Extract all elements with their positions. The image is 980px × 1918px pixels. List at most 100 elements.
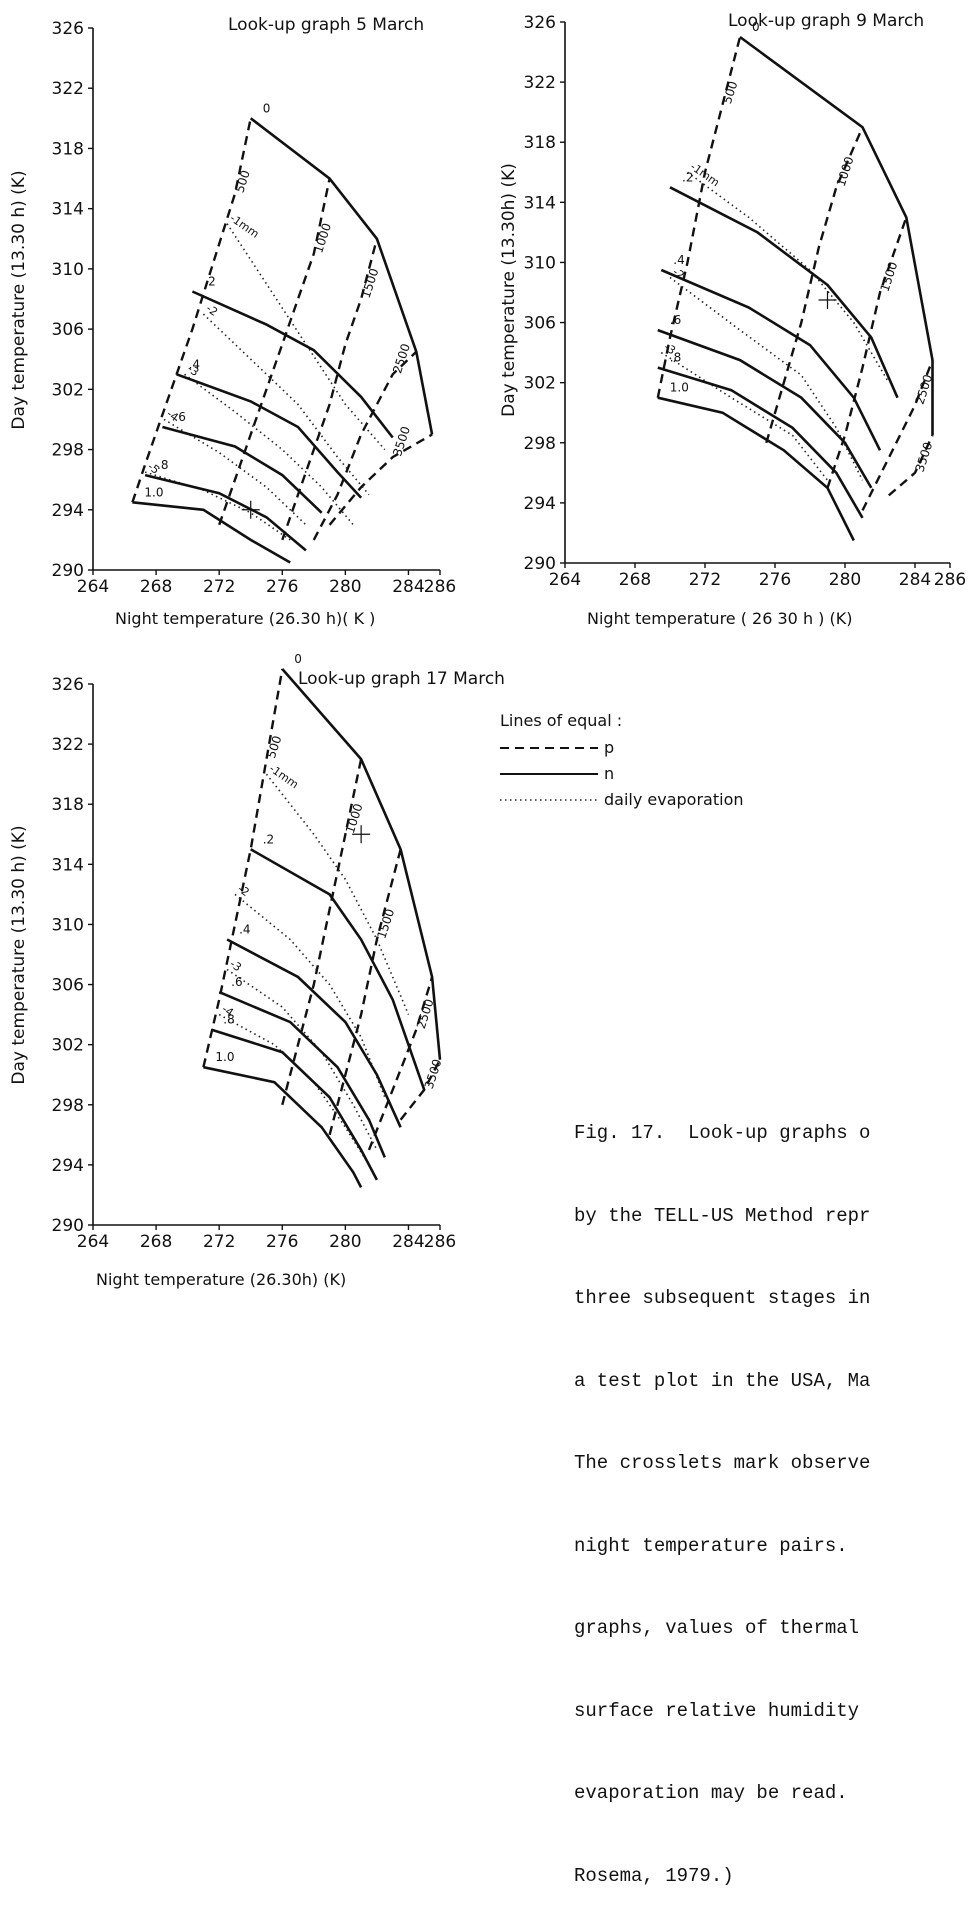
p-line xyxy=(281,758,363,1106)
y-tick-label: 322 xyxy=(52,79,84,99)
n-line-label: .8 xyxy=(157,458,168,472)
y-tick-label: 314 xyxy=(52,855,84,875)
y-tick-label: 290 xyxy=(52,561,84,581)
evaporation-line xyxy=(687,171,890,384)
legend-label: n xyxy=(604,764,614,783)
lookup-graph-3: 264 268 272 276 280 284 286 290 294 298 302 306 310 3… xyxy=(9,652,505,1289)
p-line-label: 2500 xyxy=(390,342,413,375)
n-line-label: .6 xyxy=(174,410,185,424)
y-tick-label: 314 xyxy=(52,200,84,220)
p-line xyxy=(218,178,331,526)
p-line-label: 3500 xyxy=(422,1057,445,1090)
y-tick-label: 310 xyxy=(52,260,84,280)
evaporation-line-label: -3 xyxy=(227,957,243,974)
n-line-label: 0 xyxy=(752,20,760,34)
p-line-label: 500 xyxy=(232,168,252,194)
caption-line: three subsequent stages in xyxy=(574,1287,871,1309)
evaporation-line xyxy=(234,893,386,1098)
y-tick-label: 294 xyxy=(52,1156,84,1176)
x-tick-label: 268 xyxy=(619,570,651,590)
y-tick-label: 290 xyxy=(524,554,556,574)
y-tick-label: 290 xyxy=(52,1216,84,1236)
y-tick-label: 310 xyxy=(524,253,556,273)
x-tick-label: 280 xyxy=(329,577,361,597)
n-line xyxy=(203,1065,363,1188)
p-line xyxy=(312,350,418,541)
n-line-label: .6 xyxy=(670,313,681,327)
n-line xyxy=(218,990,386,1158)
x-tick-label: 284 xyxy=(899,570,931,590)
caption-line: Fig. 17. Look-up graphs o xyxy=(574,1122,871,1144)
legend-title: Lines of equal : xyxy=(500,711,622,730)
n-line-label: .8 xyxy=(223,1013,234,1027)
observed-crosslet xyxy=(818,291,837,310)
observed-crosslet xyxy=(241,500,260,519)
x-axis-label: Night temperature ( 26 30 h ) (K) xyxy=(587,609,852,628)
x-axis-label: Night temperature (26.30 h)( K ) xyxy=(115,609,375,628)
x-tick-label: 284 xyxy=(392,577,424,597)
n-line-label: .2 xyxy=(682,170,693,184)
n-line xyxy=(660,268,882,451)
y-tick-label: 322 xyxy=(52,735,84,755)
y-axis-label: Day temperature (13.30 h) (K) xyxy=(9,825,29,1084)
y-tick-label: 326 xyxy=(524,13,556,33)
p-line xyxy=(281,238,379,541)
p-line-label: 1500 xyxy=(374,907,397,940)
n-line xyxy=(657,396,855,542)
x-tick-label: 280 xyxy=(329,1232,361,1252)
lookup-graphs-figure: 264 268 272 276 280 284 2862902942983023063103… xyxy=(9,11,966,1289)
n-line xyxy=(657,328,873,489)
observed-crosslet xyxy=(352,825,371,844)
evaporation-line xyxy=(660,351,829,481)
x-tick-label: 276 xyxy=(266,1232,298,1252)
y-tick-label: 318 xyxy=(52,795,84,815)
evaporation-line xyxy=(202,313,370,496)
p-line-label: 1500 xyxy=(878,260,901,293)
x-tick-label: 268 xyxy=(140,1232,172,1252)
x-tick-label: 268 xyxy=(140,577,172,597)
p-line-label: 3500 xyxy=(390,425,413,458)
graph-title: Look-up graph 5 March xyxy=(228,15,424,35)
p-line xyxy=(861,359,934,511)
legend-label: p xyxy=(604,738,614,757)
y-tick-label: 298 xyxy=(52,1096,84,1116)
p-line xyxy=(328,848,402,1136)
legend-label: daily evaporation xyxy=(604,790,744,809)
p-line-label: 500 xyxy=(264,734,284,760)
y-tick-label: 306 xyxy=(524,314,556,334)
n-line-label: 1.0 xyxy=(144,485,163,499)
n-line-label: .2 xyxy=(263,832,274,846)
x-tick-label: 276 xyxy=(759,570,791,590)
x-tick-label: 276 xyxy=(266,577,298,597)
n-line xyxy=(176,373,363,499)
p-line xyxy=(888,434,934,497)
p-line-label: 1000 xyxy=(311,221,334,254)
n-line-label: .8 xyxy=(670,351,681,365)
p-line xyxy=(826,217,908,489)
x-tick-label: 272 xyxy=(689,570,721,590)
y-tick-label: 314 xyxy=(524,193,556,213)
p-line-label: 2500 xyxy=(414,997,437,1030)
evaporation-line xyxy=(226,968,378,1151)
n-line xyxy=(657,366,864,519)
n-line xyxy=(132,501,291,564)
y-tick-label: 318 xyxy=(52,139,84,159)
evaporation-line xyxy=(184,373,354,526)
lookup-graph-1: 264 268 272 276 280 284 286 290 294 298 302 306 310 3… xyxy=(9,15,456,628)
evaporation-line-label: -2 xyxy=(204,302,220,319)
y-tick-label: 302 xyxy=(52,1036,84,1056)
caption-line: evaporation may be read. xyxy=(574,1782,848,1804)
x-tick-label: 284 xyxy=(392,1232,424,1252)
evaporation-line-label: -2 xyxy=(235,882,251,899)
n-line-label: .4 xyxy=(189,357,200,371)
caption-line: surface relative humidity xyxy=(574,1699,860,1722)
n-line xyxy=(669,186,899,399)
caption-line: graphs, values of thermal xyxy=(574,1617,860,1639)
p-line-label: 1000 xyxy=(343,802,366,835)
evaporation-line-label: -1mm xyxy=(227,212,261,241)
caption-line: night temperature pairs. xyxy=(574,1534,848,1557)
y-tick-label: 298 xyxy=(524,434,556,454)
figure-caption: Fig. 17. Look-up graphs o by the TELL-US… xyxy=(574,1065,980,1918)
y-tick-label: 326 xyxy=(52,19,84,39)
n-line-label: .4 xyxy=(239,922,250,936)
